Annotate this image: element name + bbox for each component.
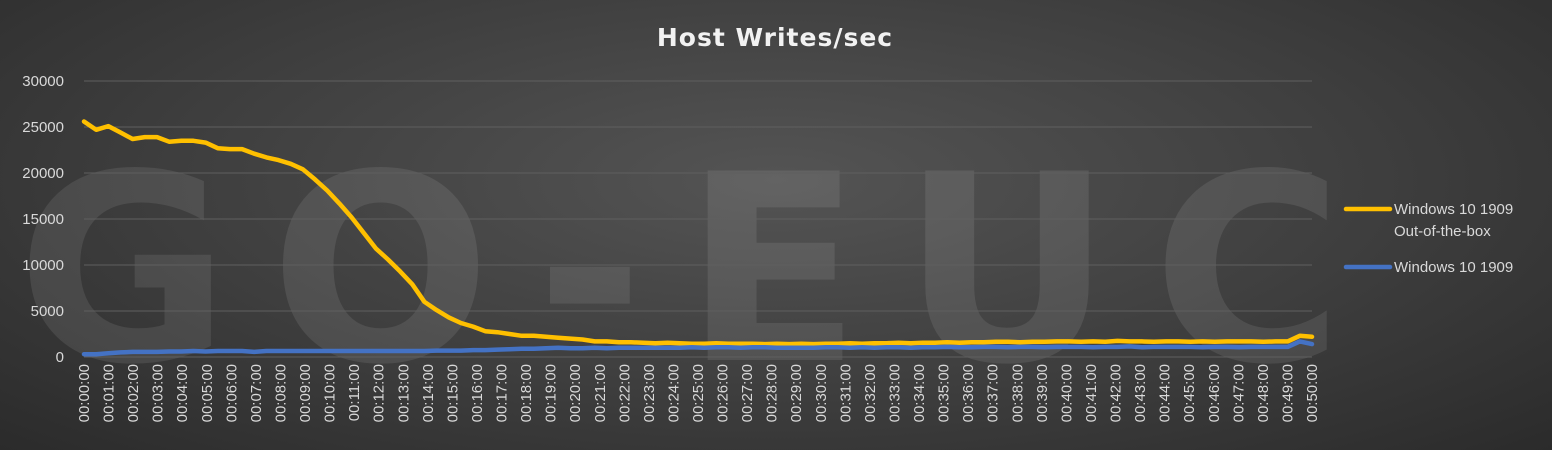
x-tick-label: 00:03:00 bbox=[150, 364, 167, 422]
y-axis-ticks: 0 5000 10000 15000 20000 25000 30000 bbox=[22, 73, 64, 366]
x-tick-label: 00:50:00 bbox=[1304, 364, 1321, 422]
x-tick-label: 00:21:00 bbox=[592, 364, 609, 422]
series-lines bbox=[81, 119, 1315, 357]
x-tick-label: 00:02:00 bbox=[125, 364, 142, 422]
x-tick-label: 00:46:00 bbox=[1206, 364, 1223, 422]
x-tick-label: 00:23:00 bbox=[641, 364, 658, 422]
x-tick-label: 00:33:00 bbox=[886, 364, 903, 422]
x-tick-label: 00:37:00 bbox=[985, 364, 1002, 422]
series-line-0 bbox=[81, 119, 1315, 347]
x-tick-label: 00:29:00 bbox=[788, 364, 805, 422]
y-tick-label: 10000 bbox=[22, 257, 64, 274]
x-tick-label: 00:41:00 bbox=[1083, 364, 1100, 422]
y-tick-label: 0 bbox=[56, 349, 64, 366]
x-tick-label: 00:49:00 bbox=[1279, 364, 1296, 422]
x-tick-label: 00:05:00 bbox=[199, 364, 216, 422]
x-tick-label: 00:01:00 bbox=[101, 364, 118, 422]
x-tick-label: 00:42:00 bbox=[1108, 364, 1125, 422]
x-tick-label: 00:48:00 bbox=[1255, 364, 1272, 422]
gridlines bbox=[84, 80, 1312, 358]
y-tick-label: 5000 bbox=[31, 303, 64, 320]
watermark-logo: GO-EUC bbox=[17, 120, 1384, 422]
y-tick-label: 25000 bbox=[22, 119, 64, 136]
x-tick-label: 00:40:00 bbox=[1058, 364, 1075, 422]
x-tick-label: 00:39:00 bbox=[1034, 364, 1051, 422]
x-tick-label: 00:38:00 bbox=[1009, 364, 1026, 422]
x-tick-label: 00:11:00 bbox=[346, 364, 363, 421]
x-tick-label: 00:26:00 bbox=[715, 364, 732, 422]
y-tick-label: 30000 bbox=[22, 73, 64, 90]
x-tick-label: 00:45:00 bbox=[1181, 364, 1198, 422]
x-tick-label: 00:17:00 bbox=[494, 364, 511, 422]
x-tick-label: 00:06:00 bbox=[223, 364, 240, 422]
x-tick-label: 00:12:00 bbox=[371, 364, 388, 422]
series-line-1 bbox=[81, 339, 1315, 357]
x-tick-label: 00:44:00 bbox=[1157, 364, 1174, 422]
x-tick-label: 00:10:00 bbox=[322, 364, 339, 422]
x-tick-label: 00:07:00 bbox=[248, 364, 265, 422]
x-tick-label: 00:00:00 bbox=[76, 364, 93, 422]
x-tick-label: 00:30:00 bbox=[813, 364, 830, 422]
legend-label: Windows 10 1909 bbox=[1394, 201, 1513, 218]
x-tick-label: 00:24:00 bbox=[665, 364, 682, 422]
y-tick-label: 20000 bbox=[22, 165, 64, 182]
x-tick-label: 00:27:00 bbox=[739, 364, 756, 422]
x-tick-label: 00:13:00 bbox=[395, 364, 412, 422]
x-tick-label: 00:35:00 bbox=[936, 364, 953, 422]
x-tick-label: 00:22:00 bbox=[616, 364, 633, 422]
x-tick-label: 00:32:00 bbox=[862, 364, 879, 422]
x-tick-label: 00:16:00 bbox=[469, 364, 486, 422]
x-tick-label: 00:20:00 bbox=[567, 364, 584, 422]
x-tick-label: 00:04:00 bbox=[174, 364, 191, 422]
chart-title: Host Writes/sec bbox=[657, 23, 893, 52]
x-tick-label: 00:47:00 bbox=[1230, 364, 1247, 422]
legend-label: Windows 10 1909 bbox=[1394, 259, 1513, 276]
x-axis-ticks: 00:00:00 00:01:00 00:02:00 00:03:00 00:04:00… bbox=[76, 364, 1321, 422]
x-tick-label: 00:09:00 bbox=[297, 364, 314, 422]
x-tick-label: 00:15:00 bbox=[444, 364, 461, 422]
x-tick-label: 00:34:00 bbox=[911, 364, 928, 422]
x-tick-label: 00:25:00 bbox=[690, 364, 707, 422]
x-tick-label: 00:43:00 bbox=[1132, 364, 1149, 422]
x-tick-label: 00:08:00 bbox=[272, 364, 289, 422]
x-tick-label: 00:18:00 bbox=[518, 364, 535, 422]
y-tick-label: 15000 bbox=[22, 211, 64, 228]
legend: Windows 10 1909 Out-of-the-box Windows 10 … bbox=[1343, 201, 1513, 276]
x-tick-label: 00:31:00 bbox=[837, 364, 854, 422]
x-tick-label: 00:19:00 bbox=[543, 364, 560, 422]
legend-label: Out-of-the-box bbox=[1394, 223, 1491, 240]
x-tick-label: 00:36:00 bbox=[960, 364, 977, 422]
x-tick-label: 00:14:00 bbox=[420, 364, 437, 422]
x-tick-label: 00:28:00 bbox=[764, 364, 781, 422]
